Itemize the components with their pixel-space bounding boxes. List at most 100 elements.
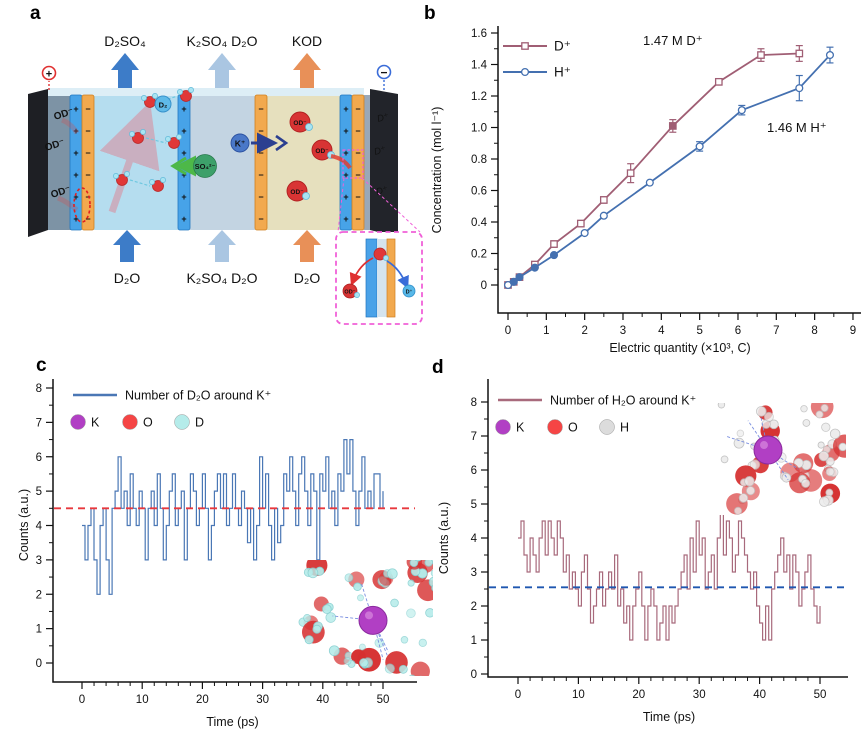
od-flux-swoosh: [61, 117, 80, 135]
inset-d-label: D⁺: [406, 289, 413, 296]
svg-text:+: +: [181, 126, 186, 136]
bottom-arrow-salt: [208, 230, 236, 262]
svg-text:50: 50: [814, 689, 827, 701]
svg-text:2: 2: [471, 601, 477, 613]
svg-text:5: 5: [471, 499, 477, 511]
svg-text:0.4: 0.4: [471, 217, 488, 229]
top-flow-salt-label: K₂SO₄ D₂O: [186, 33, 257, 49]
base-ion-label: OD⁻: [290, 189, 303, 196]
svg-text:6: 6: [471, 465, 477, 477]
svg-text:+: +: [73, 214, 78, 224]
svg-text:O: O: [568, 421, 578, 435]
cathode-terminal-sign: −: [380, 66, 387, 80]
svg-text:3: 3: [471, 567, 477, 579]
d2-gas-bubble: [154, 95, 172, 113]
cathode-compartment: [364, 95, 372, 230]
svg-text:−: −: [258, 104, 263, 114]
svg-text:O: O: [143, 416, 153, 430]
svg-text:20: 20: [196, 694, 209, 706]
svg-text:−: −: [85, 126, 90, 136]
bottom-flow-salt-label: K₂SO₄ D₂O: [186, 270, 257, 286]
od-flux-swoosh: [57, 195, 79, 212]
c-xlabel: Time (ps): [206, 715, 258, 729]
c-step-trace: [82, 439, 384, 595]
svg-text:0: 0: [505, 325, 511, 337]
svg-text:8: 8: [811, 325, 817, 337]
bottom-arrow-acid: [113, 230, 141, 262]
svg-text:+: +: [73, 148, 78, 158]
svg-text:7: 7: [471, 431, 477, 443]
svg-text:0.8: 0.8: [471, 154, 487, 166]
molecular-snapshot-inset: [283, 560, 433, 676]
svg-text:4: 4: [471, 533, 478, 545]
svg-text:5: 5: [696, 325, 702, 337]
svg-text:7: 7: [773, 325, 779, 337]
potassium-arrow-chevron: [275, 134, 289, 152]
svg-text:+: +: [73, 192, 78, 202]
svg-text:+: +: [73, 104, 78, 114]
svg-text:Number of H₂O around K⁺: Number of H₂O around K⁺: [550, 394, 696, 408]
h2o-coordination-chart: 0 1 2 3 4 5 6 7 8 0 10 20 30 40 50 Time (ps) Counts (a.u…: [437, 379, 848, 724]
svg-text:−: −: [355, 126, 360, 136]
svg-text:1.6: 1.6: [471, 28, 487, 40]
svg-text:−: −: [355, 170, 360, 180]
bipolar-membrane-inset: OD⁻ D⁺: [335, 231, 423, 325]
svg-text:−: −: [355, 104, 360, 114]
svg-text:10: 10: [136, 694, 149, 706]
panel-d-letter: d: [432, 357, 444, 378]
acid-chamber: [94, 95, 178, 230]
b-legend: D⁺ H⁺: [503, 39, 571, 80]
svg-text:50: 50: [377, 694, 390, 706]
sulfate-ion-sphere: [193, 154, 217, 178]
svg-text:0.6: 0.6: [471, 186, 487, 198]
svg-text:8: 8: [36, 383, 42, 395]
svg-text:30: 30: [693, 689, 706, 701]
svg-text:−: −: [355, 214, 360, 224]
svg-text:D⁺: D⁺: [554, 39, 571, 54]
base-ion-label: OD⁻: [293, 120, 306, 127]
zoom-connector: [361, 177, 421, 233]
zoom-source-box: [342, 149, 364, 179]
b-series-D⁺: [504, 44, 804, 289]
d-ylabel: Counts (a.u.): [437, 502, 451, 574]
svg-text:K: K: [516, 421, 525, 435]
svg-text:+: +: [181, 192, 186, 202]
concentration-chart: 0 0.2 0.4 0.6 0.8 1.0 1.2 1.4 1.6 0 1 2 3 4 5 6 7 8 9 Elect…: [430, 26, 861, 355]
svg-text:8: 8: [471, 397, 477, 409]
svg-text:−: −: [85, 148, 90, 158]
svg-text:2: 2: [36, 589, 42, 601]
b-xlabel: Electric quantity (×10³, C): [609, 341, 750, 355]
cell-top-face: [48, 88, 364, 96]
svg-text:+: +: [343, 104, 348, 114]
molecular-snapshot-inset: [716, 403, 846, 515]
svg-text:−: −: [355, 148, 360, 158]
svg-text:K: K: [91, 416, 100, 430]
top-arrow-base: [293, 53, 321, 88]
svg-text:0: 0: [36, 658, 42, 670]
svg-text:−: −: [258, 214, 263, 224]
cathode-ion-label: D⁺: [375, 184, 389, 198]
sulfate-ion-label: SO₄²⁻: [195, 162, 216, 171]
svg-text:H: H: [620, 421, 629, 435]
svg-text:9: 9: [850, 325, 856, 337]
svg-text:20: 20: [632, 689, 645, 701]
cathode-electrode: [370, 89, 398, 237]
svg-text:1: 1: [36, 624, 42, 636]
svg-text:−: −: [85, 192, 90, 202]
panel-a-letter: a: [30, 3, 41, 24]
b-series-H⁺: [503, 46, 835, 290]
svg-text:5: 5: [36, 486, 42, 498]
d2o-coordination-chart: 0 1 2 3 4 5 6 7 8 0 10 20 30 40 50 Time (ps) Counts (a.u…: [17, 379, 433, 729]
bottom-flow-base-label: D₂O: [294, 270, 321, 286]
svg-text:Number of D₂O around K⁺: Number of D₂O around K⁺: [125, 389, 271, 403]
c-axes: 0 1 2 3 4 5 6 7 8 0 10 20 30 40 50: [36, 379, 417, 706]
cell-schematic: D₂SO₄ K₂SO₄ D₂O KOD + −: [28, 33, 423, 325]
svg-text:+: +: [73, 126, 78, 136]
svg-text:6: 6: [735, 325, 741, 337]
svg-text:0: 0: [79, 694, 85, 706]
d2-gas-label: D₂: [159, 101, 168, 110]
cathode-terminal-icon: [376, 64, 392, 80]
water-molecules: [113, 87, 194, 192]
potassium-ion-label: K⁺: [235, 139, 246, 149]
svg-text:40: 40: [316, 694, 329, 706]
